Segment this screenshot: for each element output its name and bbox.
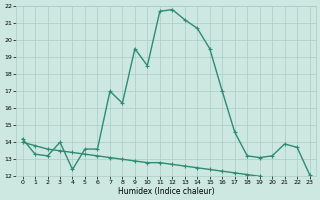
X-axis label: Humidex (Indice chaleur): Humidex (Indice chaleur) [118, 187, 214, 196]
